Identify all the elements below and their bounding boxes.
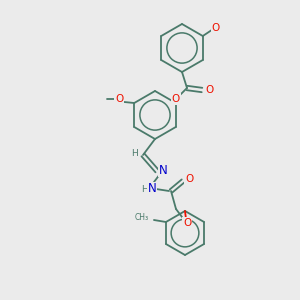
Text: O: O — [185, 174, 193, 184]
Text: H: H — [132, 149, 138, 158]
Text: O: O — [115, 94, 123, 104]
Text: H: H — [142, 184, 148, 194]
Text: O: O — [172, 94, 180, 104]
Text: O: O — [183, 218, 191, 228]
Text: CH₃: CH₃ — [135, 212, 149, 221]
Text: O: O — [205, 85, 213, 95]
Text: N: N — [148, 182, 156, 196]
Text: O: O — [212, 23, 220, 33]
Text: N: N — [159, 164, 167, 176]
